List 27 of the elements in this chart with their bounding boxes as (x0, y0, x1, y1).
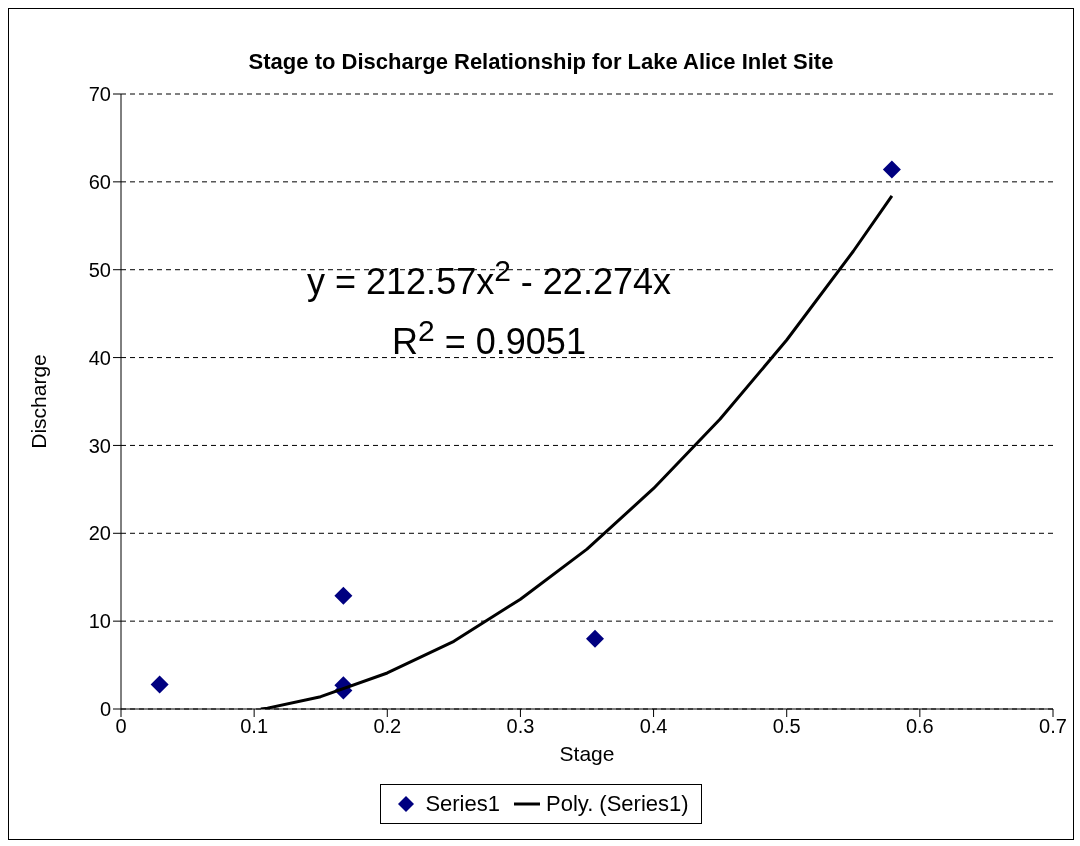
x-tick-label: 0.6 (905, 715, 934, 738)
legend-label: Poly. (Series1) (544, 791, 689, 817)
y-tick-label: 40 (88, 346, 111, 369)
y-tick-label: 70 (88, 83, 111, 106)
y-tick-label: 20 (88, 522, 111, 545)
y-axis-title: Discharge (27, 354, 51, 449)
y-tick-label: 60 (88, 170, 111, 193)
y-tick-label: 50 (88, 258, 111, 281)
x-tick-label: 0.1 (240, 715, 269, 738)
legend-label: Series1 (424, 791, 500, 817)
x-tick-label: 0.5 (772, 715, 801, 738)
x-axis-title: Stage (559, 742, 615, 765)
x-tick-label: 0.7 (1039, 715, 1067, 738)
x-tick-label: 0.3 (506, 715, 535, 738)
point (334, 586, 353, 605)
annotation: y = 212.57x$^{2}$ - 22.274x (306, 254, 672, 303)
y-tick-label: 0 (99, 698, 111, 721)
annotation: R$^{2}$ = 0.9051 (391, 314, 587, 363)
y-tick-label: 10 (88, 610, 111, 633)
x-tick-label: 0 (115, 715, 127, 738)
x-tick-label: 0.4 (639, 715, 668, 738)
chart-title: Stage to Discharge Relationship for Lake Alice Inlet Site (247, 49, 835, 75)
x-tick-label: 0.2 (373, 715, 402, 738)
point (150, 675, 169, 694)
point (882, 160, 901, 179)
y-tick-label: 30 (88, 434, 111, 457)
point (585, 629, 604, 648)
